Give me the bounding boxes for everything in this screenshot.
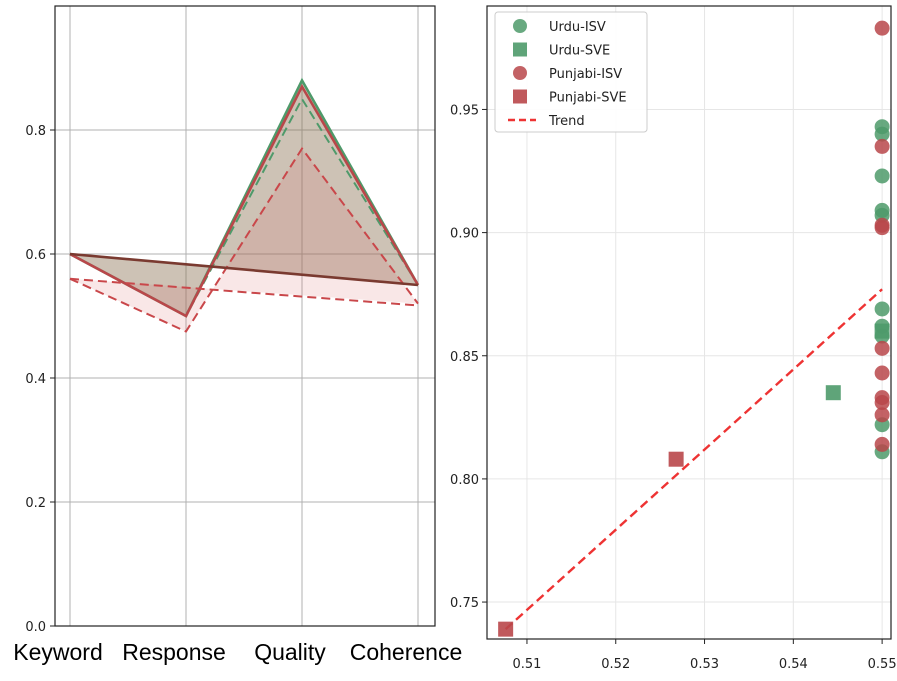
right-xtick-label-0-54: 0.54 bbox=[779, 657, 808, 672]
fill-punjabi-isv bbox=[70, 86, 418, 316]
left-grid bbox=[55, 6, 435, 627]
point-punjabi-sve-0 bbox=[498, 621, 514, 637]
right-ytick-label-0-80: 0.80 bbox=[450, 473, 479, 488]
left-plot-frame bbox=[54, 5, 436, 627]
point-urdu-isv-5 bbox=[874, 301, 890, 317]
closing-line-1 bbox=[69, 277, 419, 307]
left-y-tick-labels: 0.0 0.2 0.4 0.6 0.8 bbox=[25, 124, 55, 635]
point-urdu-sve-1 bbox=[874, 323, 890, 339]
legend-marker-punjabi-sve bbox=[513, 89, 527, 104]
legend: Urdu-ISV Urdu-SVE Punjabi-ISV Punjabi-SVE Tr… bbox=[494, 11, 648, 133]
left-ytick-label-0-8: 0.8 bbox=[25, 124, 46, 139]
legend-marker-urdu-sve bbox=[513, 42, 527, 57]
left-ytick-label-0-2: 0.2 bbox=[25, 496, 46, 511]
scatter-chart: 0.750.800.850.900.95 0.51 0.52 0.53 0.54 0.5… bbox=[450, 5, 897, 672]
category-label-response: Response bbox=[122, 639, 226, 665]
point-punjabi-isv-0 bbox=[874, 20, 890, 36]
point-punjabi-isv-4 bbox=[874, 340, 890, 356]
closing-line-0 bbox=[69, 252, 419, 287]
legend-box bbox=[494, 11, 648, 133]
legend-label-punjabi-isv: Punjabi-ISV bbox=[549, 67, 622, 82]
right-plot-frame bbox=[486, 5, 892, 640]
point-urdu-sve-0 bbox=[825, 385, 841, 401]
legend-label-trend: Trend bbox=[548, 114, 585, 129]
category-label-coherence: Coherence bbox=[350, 639, 463, 665]
left-series-lines bbox=[69, 77, 420, 333]
point-punjabi-isv-5 bbox=[874, 365, 890, 381]
right-ytick-label-0-75: 0.75 bbox=[450, 596, 479, 611]
point-urdu-isv-1 bbox=[874, 126, 890, 142]
legend-marker-punjabi-isv bbox=[513, 66, 527, 80]
point-punjabi-isv-1 bbox=[874, 138, 890, 154]
trend-line bbox=[504, 288, 883, 631]
point-punjabi-isv-8 bbox=[874, 407, 890, 423]
right-ytick-label-0-90: 0.90 bbox=[450, 227, 479, 242]
trend-line-layer bbox=[504, 288, 883, 631]
series-line-urdu-sve bbox=[69, 97, 419, 318]
category-label-quality: Quality bbox=[254, 639, 326, 665]
right-x-tick-labels: 0.51 0.52 0.53 0.54 0.55 bbox=[512, 639, 897, 672]
fill-punjabi-sve bbox=[70, 148, 418, 332]
legend-marker-urdu-isv bbox=[513, 19, 527, 33]
legend-label-urdu-sve: Urdu-SVE bbox=[549, 44, 610, 59]
left-category-labels: Keyword Response Quality Coherence bbox=[13, 639, 462, 665]
right-xtick-label-0-51: 0.51 bbox=[512, 657, 541, 672]
category-label-keyword: Keyword bbox=[13, 639, 102, 665]
point-punjabi-sve-1 bbox=[668, 451, 684, 467]
point-punjabi-isv-7 bbox=[874, 395, 890, 411]
point-urdu-isv-2 bbox=[874, 168, 890, 184]
right-ytick-label-0-95: 0.95 bbox=[450, 103, 479, 118]
point-punjabi-isv-9 bbox=[874, 436, 890, 452]
left-ytick-label-0-6: 0.6 bbox=[25, 248, 46, 263]
series-line-punjabi-sve bbox=[69, 146, 419, 333]
right-xtick-label-0-52: 0.52 bbox=[601, 657, 630, 672]
radar-profile-chart: 0.0 0.2 0.4 0.6 0.8 Keyword Response Quality Co… bbox=[13, 5, 462, 665]
series-line-punjabi-isv bbox=[69, 83, 420, 318]
legend-label-urdu-isv: Urdu-ISV bbox=[549, 20, 606, 35]
legend-label-punjabi-sve: Punjabi-SVE bbox=[549, 91, 627, 106]
right-xtick-label-0-53: 0.53 bbox=[690, 657, 719, 672]
left-ytick-label-0-4: 0.4 bbox=[25, 372, 46, 387]
scatter-points bbox=[498, 20, 890, 637]
right-xtick-label-0-55: 0.55 bbox=[868, 657, 897, 672]
left-ytick-label-0-0: 0.0 bbox=[25, 620, 46, 635]
point-punjabi-isv-3 bbox=[874, 220, 890, 236]
right-y-tick-labels: 0.75 0.80 0.85 0.90 0.95 bbox=[450, 103, 487, 611]
right-ytick-label-0-85: 0.85 bbox=[450, 350, 479, 365]
